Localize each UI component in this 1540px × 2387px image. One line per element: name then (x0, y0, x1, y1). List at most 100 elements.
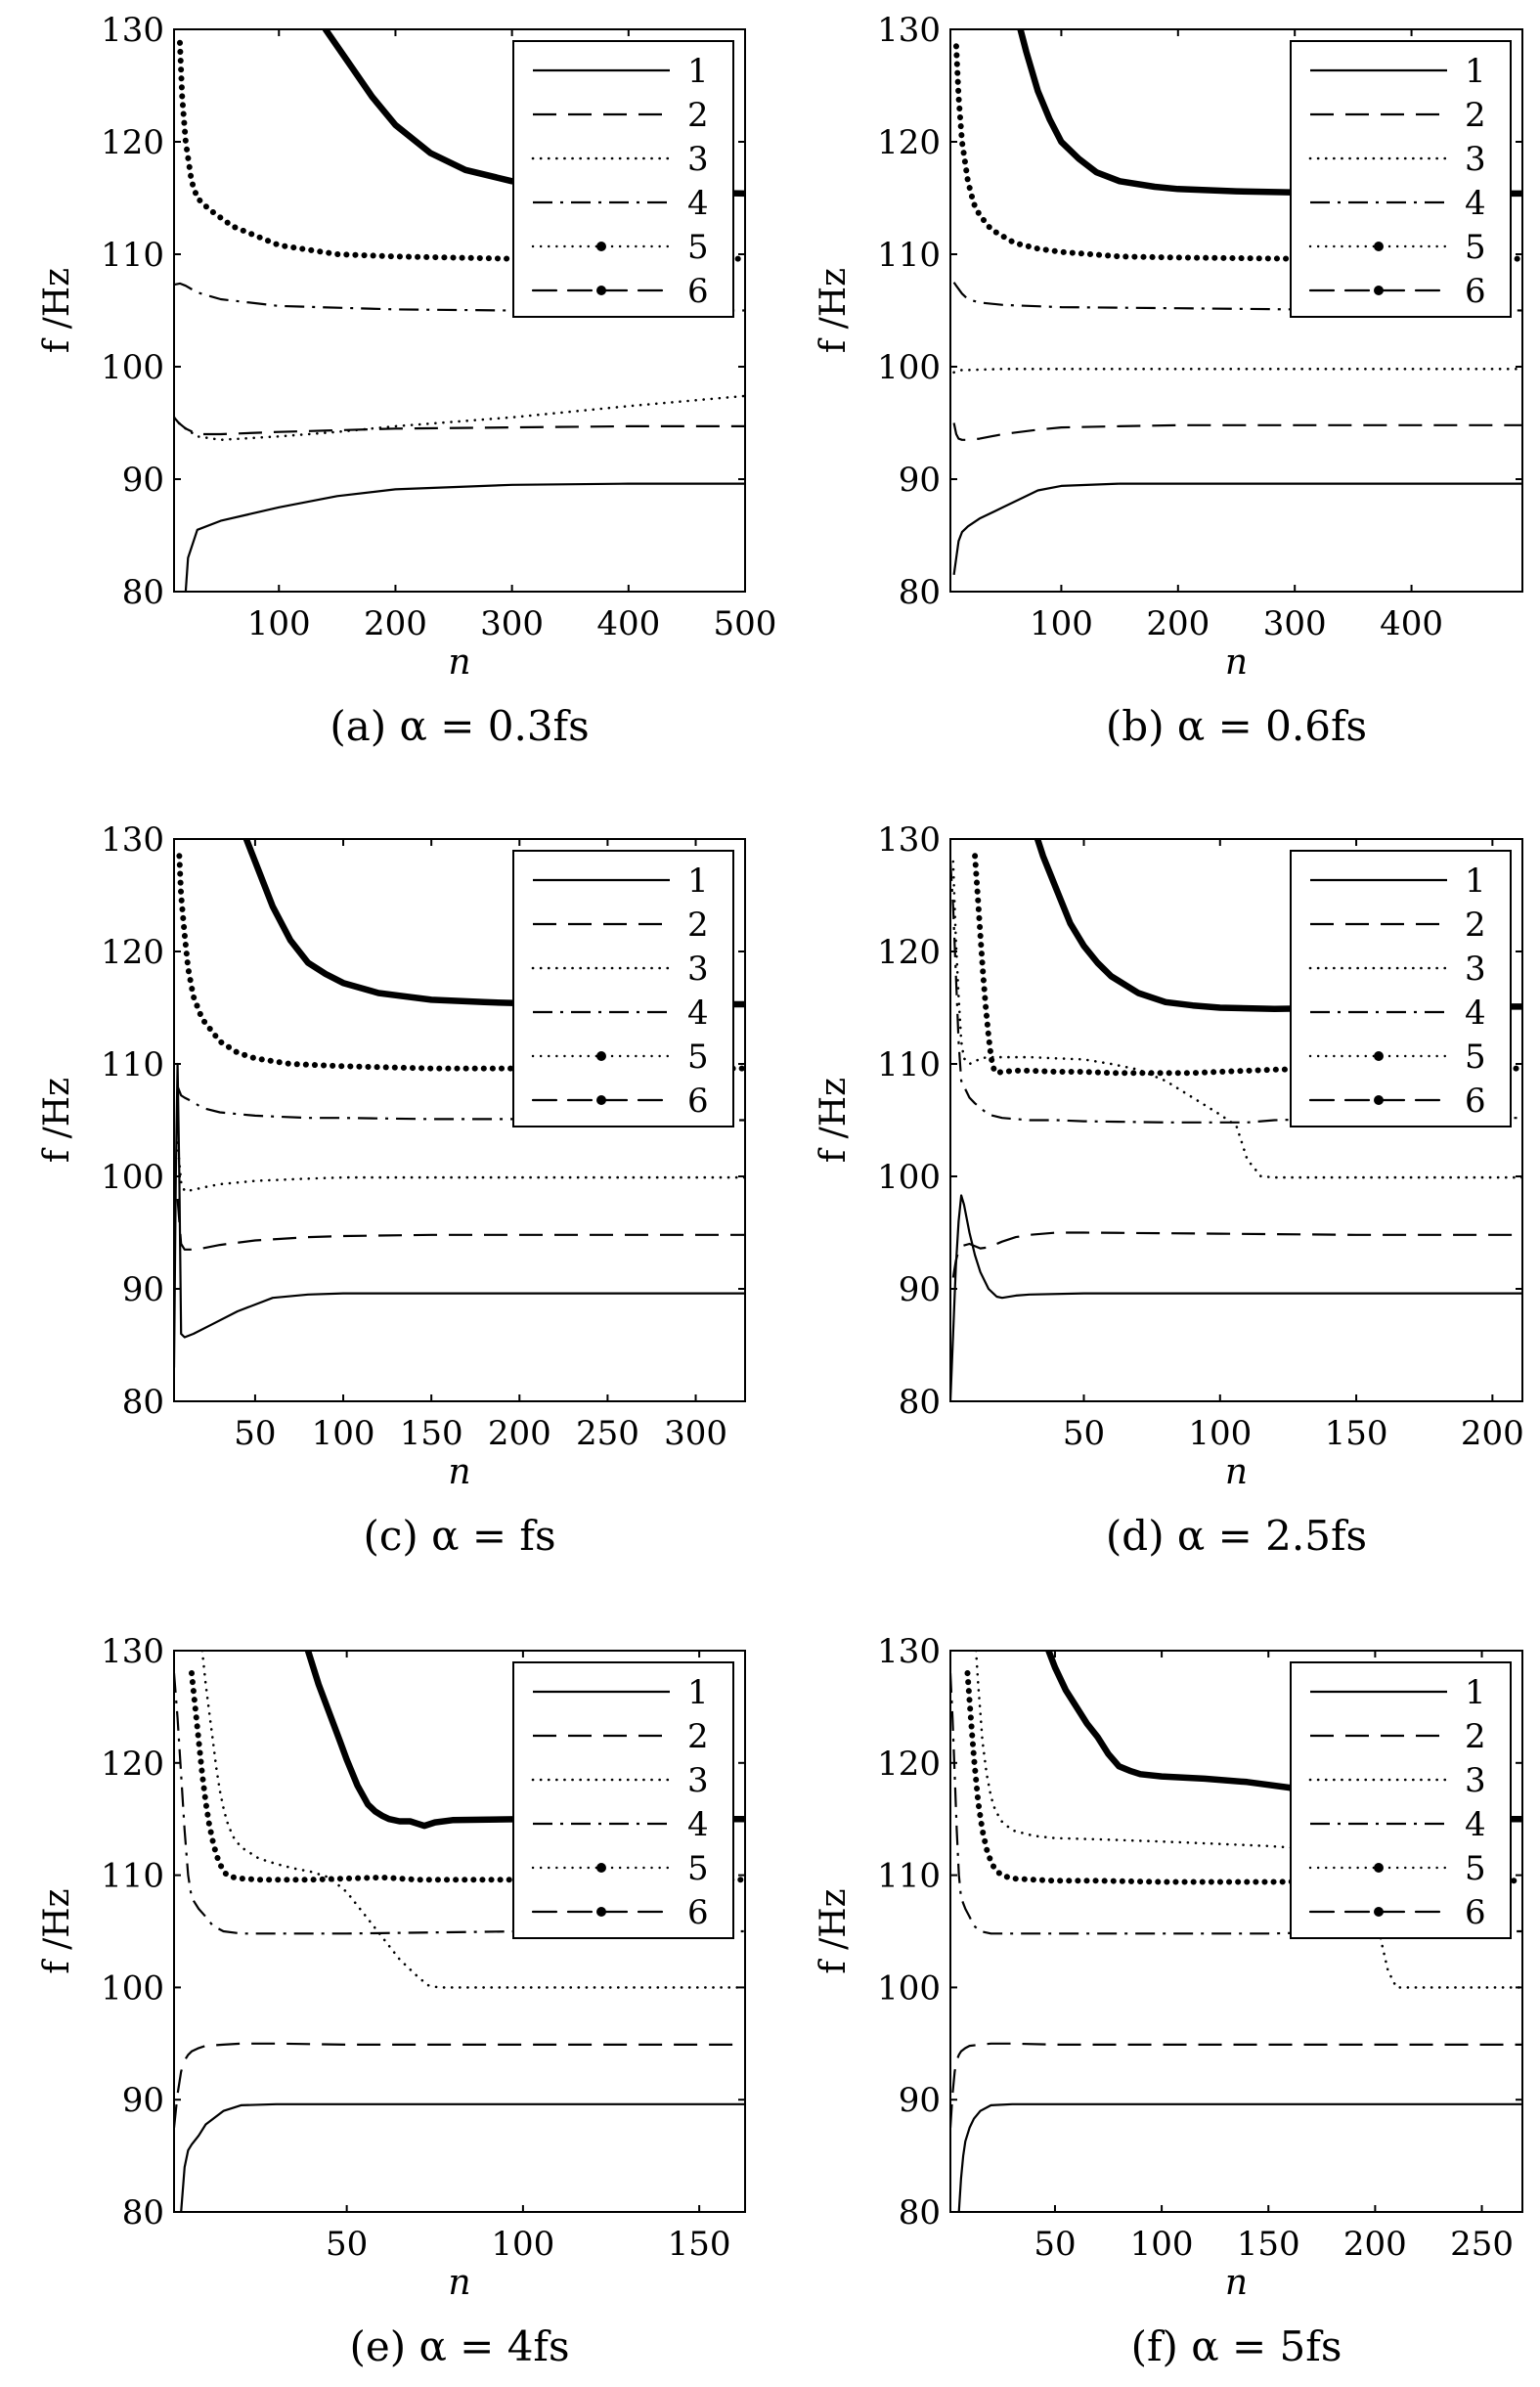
x-tick-label: 100 (1188, 1414, 1252, 1453)
y-axis-label: f /Hz (37, 268, 77, 353)
legend-label-6: 6 (687, 1893, 709, 1932)
y-tick-label: 100 (877, 348, 941, 387)
x-axis-label: n (448, 2263, 470, 2303)
chart-panel-a: 80 90 100 110 120 130 100 200 300 400 500 n f /Hz (a)… (37, 11, 776, 750)
x-tick-label: 50 (1034, 2225, 1076, 2264)
legend-marker-5 (596, 242, 606, 251)
series-2-line (951, 1231, 1522, 1278)
y-tick-label: 130 (877, 1632, 941, 1671)
series-1-line (952, 482, 1522, 575)
legend-label-5: 5 (1465, 1849, 1486, 1888)
legend: 1 2 3 4 5 6 (512, 1661, 734, 1939)
x-tick-label: 250 (576, 1414, 639, 1453)
y-tick-label: 110 (101, 1045, 164, 1084)
legend-label-2: 2 (1465, 1717, 1486, 1756)
legend-label-5: 5 (687, 1849, 709, 1888)
panel-caption: (d) α = 2.5fs (1106, 1512, 1367, 1560)
legend-marker-5 (596, 1863, 606, 1873)
series-2-line (174, 417, 745, 436)
legend-label-4: 4 (687, 1805, 709, 1844)
x-tick-label: 400 (1380, 604, 1443, 643)
legend-label-2: 2 (1465, 906, 1486, 945)
y-axis-label: f /Hz (814, 268, 854, 353)
chart-panel-e: 80 90 100 110 120 130 50 100 150 n f /Hz (e) α = 4f… (37, 1632, 746, 2370)
legend-marker-6 (1374, 1095, 1384, 1105)
x-tick-label: 100 (491, 2225, 554, 2264)
legend-label-6: 6 (1465, 272, 1486, 311)
chart-panel-b: 80 90 100 110 120 130 100 200 300 400 n f /Hz (b) α … (814, 11, 1523, 750)
x-tick-label: 300 (480, 604, 544, 643)
series-1-line (180, 2102, 745, 2212)
legend-label-1: 1 (687, 52, 709, 91)
legend-label-3: 3 (1465, 950, 1486, 989)
legend-box (1290, 850, 1512, 1127)
legend: 1 2 3 4 5 6 (512, 40, 734, 318)
x-tick-label: 100 (1030, 604, 1093, 643)
y-tick-label: 100 (877, 1968, 941, 2008)
x-tick-label: 200 (1461, 1414, 1524, 1453)
legend-label-5: 5 (1465, 228, 1486, 267)
x-axis-label: n (1225, 642, 1248, 683)
x-tick-label: 250 (1450, 2225, 1514, 2264)
legend-marker-6 (596, 1095, 606, 1105)
y-tick-label: 80 (122, 1383, 164, 1422)
legend-label-1: 1 (1465, 52, 1486, 91)
y-tick-label: 100 (101, 348, 164, 387)
y-tick-label: 80 (122, 2193, 164, 2232)
series-group (950, 839, 1522, 1401)
series-5-line (189, 1670, 745, 1883)
legend-box (512, 40, 734, 318)
legend-label-6: 6 (687, 1082, 709, 1121)
legend: 1 2 3 4 5 6 (1290, 1661, 1512, 1939)
y-tick-label: 130 (101, 820, 164, 860)
y-tick-label: 120 (877, 933, 941, 972)
legend-label-2: 2 (687, 906, 709, 945)
series-4-line (174, 1672, 745, 1935)
legend-marker-6 (1374, 1907, 1384, 1917)
series-3-line (176, 1141, 745, 1193)
y-tick-label: 130 (101, 11, 164, 50)
legend-label-2: 2 (1465, 96, 1486, 135)
panel-caption: (e) α = 4fs (349, 2322, 569, 2370)
x-tick-label: 400 (596, 604, 660, 643)
legend-box (512, 850, 734, 1127)
legend-label-2: 2 (687, 1717, 709, 1756)
x-tick-label: 200 (1343, 2225, 1407, 2264)
legend-label-3: 3 (687, 1761, 709, 1800)
x-tick-label: 150 (400, 1414, 463, 1453)
legend-marker-5 (1374, 1863, 1384, 1873)
y-tick-label: 110 (877, 1045, 941, 1084)
legend-marker-5 (1374, 242, 1384, 251)
y-tick-label: 120 (877, 123, 941, 162)
y-tick-label: 80 (899, 2193, 941, 2232)
panel-caption: (b) α = 0.6fs (1106, 702, 1367, 750)
series-6-line (304, 1651, 745, 1830)
legend-box (1290, 1661, 1512, 1939)
y-tick-label: 120 (101, 1745, 164, 1784)
legend-label-2: 2 (687, 96, 709, 135)
y-tick-label: 110 (101, 236, 164, 275)
legend-label-5: 5 (1465, 1038, 1486, 1077)
plot-frame (173, 838, 746, 1402)
x-axis-label: n (448, 1452, 470, 1492)
y-tick-label: 120 (877, 1745, 941, 1784)
chart-panel-d: 80 90 100 110 120 130 50 100 150 200 n f /Hz (d) α =… (814, 820, 1524, 1560)
plot-frame (173, 1650, 746, 2213)
legend-marker-6 (1374, 286, 1384, 295)
y-tick-label: 110 (877, 1857, 941, 1896)
y-tick-label: 110 (877, 236, 941, 275)
series-1-line (174, 1062, 745, 1368)
series-6-line (1017, 29, 1522, 198)
legend-label-6: 6 (687, 272, 709, 311)
plot-frame (949, 28, 1523, 593)
series-5-line (972, 853, 1522, 1077)
legend-label-1: 1 (1465, 862, 1486, 901)
legend: 1 2 3 4 5 6 (1290, 850, 1512, 1127)
plot-frame (173, 28, 746, 593)
series-group (174, 1651, 745, 2212)
series-5-line (176, 853, 745, 1072)
legend-label-3: 3 (687, 140, 709, 179)
legend-label-4: 4 (1465, 184, 1486, 223)
x-tick-label: 150 (1325, 1414, 1388, 1453)
